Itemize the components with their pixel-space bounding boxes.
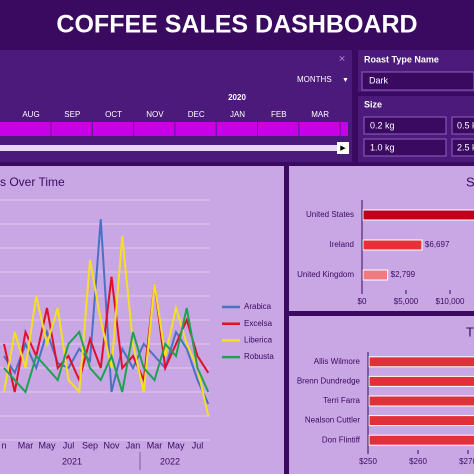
filter-icon[interactable]: ⨯ xyxy=(338,53,346,63)
bar xyxy=(368,375,474,387)
x-tick-label: Nov xyxy=(103,440,120,450)
x-tick-label: $260 xyxy=(409,457,427,466)
x-tick-label: Mar xyxy=(18,440,34,450)
y-tick-label: Nealson Cuttler xyxy=(305,416,360,425)
y-tick-label: Terri Farra xyxy=(323,396,360,405)
legend-label: Liberica xyxy=(244,336,273,345)
period-selector[interactable]: MONTHS xyxy=(297,75,332,84)
y-tick-label: United States xyxy=(306,210,354,219)
x-tick-label: May xyxy=(38,440,56,450)
slicer-item: 0.2 kg xyxy=(370,120,395,130)
bar xyxy=(368,415,474,427)
series-line xyxy=(3,276,210,393)
x-tick-label: Jul xyxy=(63,440,75,450)
slicer-button[interactable] xyxy=(451,116,474,135)
dashboard-title: COFFEE SALES DASHBOARD xyxy=(56,11,417,39)
scroll-arrow-icon: ▶ xyxy=(340,145,346,152)
month-label: AUG xyxy=(22,110,39,119)
bar xyxy=(362,269,389,281)
month-label: FEB xyxy=(271,110,287,119)
x-tick-label: $10,000 xyxy=(436,297,465,306)
charts: s Over Time n Mar May Jul Sep Nov Jan Mar May Jul 2… xyxy=(0,174,474,470)
month-label: MAR xyxy=(311,110,329,119)
legend-label: Excelsa xyxy=(244,319,273,328)
slicer-button[interactable] xyxy=(451,138,474,157)
y-tick-label: Don Flintiff xyxy=(322,435,361,444)
x-tick-label: $5,000 xyxy=(394,297,419,306)
x-tick-label: Jul xyxy=(192,440,204,450)
chart-title: T xyxy=(466,324,474,339)
slicer-button[interactable] xyxy=(363,138,447,157)
bar xyxy=(368,395,474,407)
bar xyxy=(368,434,474,446)
x-tick-label: $0 xyxy=(358,297,367,306)
country-panel xyxy=(289,166,474,311)
y-tick-label: United Kingdom xyxy=(297,270,354,279)
series-line xyxy=(3,219,210,405)
slicer-button[interactable] xyxy=(363,116,447,135)
data-label: $6,697 xyxy=(425,240,450,249)
bar xyxy=(368,356,474,368)
legend-label: Robusta xyxy=(244,352,274,361)
x-tick-label: $270 xyxy=(459,457,474,466)
x-tick-label: n xyxy=(1,440,6,450)
data-label: $2,799 xyxy=(391,270,416,279)
timeline-months: AUG SEP OCT NOV DEC JAN FEB MAR xyxy=(22,110,341,136)
year-label: 2022 xyxy=(160,456,180,466)
dropdown-arrow[interactable]: ▼ xyxy=(342,77,349,84)
y-tick-label: Brenn Dundredge xyxy=(297,377,361,386)
month-label: SEP xyxy=(64,110,80,119)
bar xyxy=(362,239,423,251)
bar xyxy=(362,209,474,221)
chart-title: S xyxy=(466,174,474,189)
slicer-item: 1.0 kg xyxy=(370,142,395,152)
slicer-item: Dark xyxy=(369,75,389,85)
x-tick-label: $250 xyxy=(359,457,377,466)
year-label: 2021 xyxy=(62,456,82,466)
scroll-arrow[interactable] xyxy=(337,142,349,154)
x-tick-label: Mar xyxy=(147,440,163,450)
slicer-title: Size xyxy=(364,99,382,109)
y-tick-label: Allis Wilmore xyxy=(314,357,361,366)
timeline-panel xyxy=(0,50,352,162)
month-label: JAN xyxy=(230,110,245,119)
chart-title: s Over Time xyxy=(0,175,65,189)
legend-label: Arabica xyxy=(244,302,272,311)
y-tick-label: Ireland xyxy=(330,240,354,249)
slicer-item: 2.5 k xyxy=(457,142,474,152)
customer-panel xyxy=(289,316,474,474)
series-line xyxy=(3,235,210,417)
month-label: DEC xyxy=(188,110,205,119)
slicer-button[interactable] xyxy=(361,71,474,91)
slicer-item: 0.5 k xyxy=(457,120,474,130)
x-tick-label: Sep xyxy=(82,440,98,450)
x-tick-label: Jan xyxy=(126,440,141,450)
x-tick-label: May xyxy=(167,440,185,450)
month-label: NOV xyxy=(146,110,164,119)
scrollbar-track[interactable] xyxy=(0,145,340,151)
timeline-bar[interactable] xyxy=(0,122,348,136)
year-label: 2020 xyxy=(228,93,246,102)
series-line xyxy=(3,307,210,394)
month-label: OCT xyxy=(105,110,122,119)
slicer-title: Roast Type Name xyxy=(364,54,439,64)
